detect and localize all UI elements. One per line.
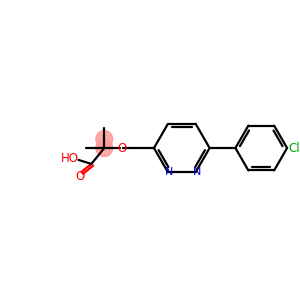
- Circle shape: [96, 140, 113, 157]
- Text: O: O: [76, 170, 85, 183]
- Text: N: N: [193, 167, 201, 177]
- Text: HO: HO: [61, 152, 79, 165]
- Text: N: N: [165, 167, 173, 177]
- Text: O: O: [118, 142, 127, 154]
- Circle shape: [96, 130, 113, 148]
- Text: Cl: Cl: [288, 142, 300, 154]
